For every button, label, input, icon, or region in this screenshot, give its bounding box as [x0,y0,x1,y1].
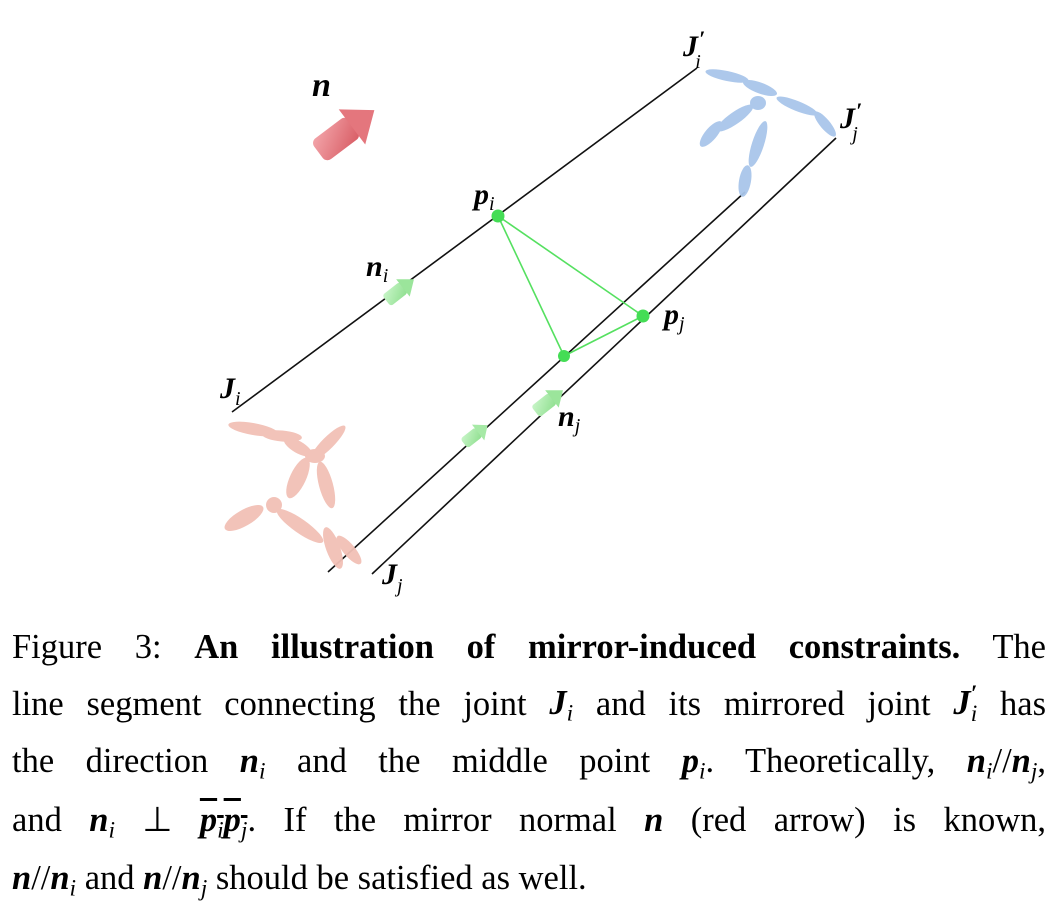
caption-prefix: Figure 3: [12,628,162,666]
midpoint-triangle [497,215,644,357]
p-i-point [491,209,505,223]
label-n-i: ni [366,250,388,287]
label-n: n [312,67,331,104]
caption-line-1: Figure 3: An illustration of mirror-indu… [12,628,1046,666]
n-j-arrow-icon [532,390,563,417]
mirror-normal-arrow-icon [313,109,375,161]
mirror-constraints-figure: n J′ i J′ j pi pj ni nj Ji Jj [219,26,862,597]
caption-title: An illustration of mirror-induced constr… [194,628,961,666]
connection-lines [231,67,837,575]
figure-caption: Figure 3: An illustration of mirror-indu… [12,624,1046,913]
caption-line-5: n//ni and n//nj should be satisfied as w… [12,858,587,902]
secondary-arrow-icon [461,424,488,448]
n-i-arrow-icon [383,279,414,306]
label-p-i: pi [471,178,495,215]
line-Ji-to-Ji-prime [231,67,698,413]
mirrored-skeleton [699,69,836,197]
label-n-j: nj [558,400,581,437]
label-J-i: Ji [219,372,241,410]
line-Jj-to-Jj-prime [371,137,837,575]
label-p-j: pj [661,298,685,335]
label-J-i-prime: J′ i [682,26,705,73]
caption-line-4: and ni ⊥ pipj. If the mirror normal n (r… [12,800,1047,844]
third-midpoint [558,350,570,362]
p-j-point [636,309,650,323]
figure-labels: n J′ i J′ j pi pj ni nj Ji Jj [219,26,862,597]
label-J-j-prime: J′ j [839,98,862,145]
original-skeleton [224,421,362,569]
caption-line-3: the direction ni and the middle point pi… [12,742,1047,786]
caption-line-2: line segment connecting the joint Ji and… [12,681,1047,727]
line-skeleton-foot-to-mirror [327,191,746,573]
label-J-j: Jj [381,558,403,597]
